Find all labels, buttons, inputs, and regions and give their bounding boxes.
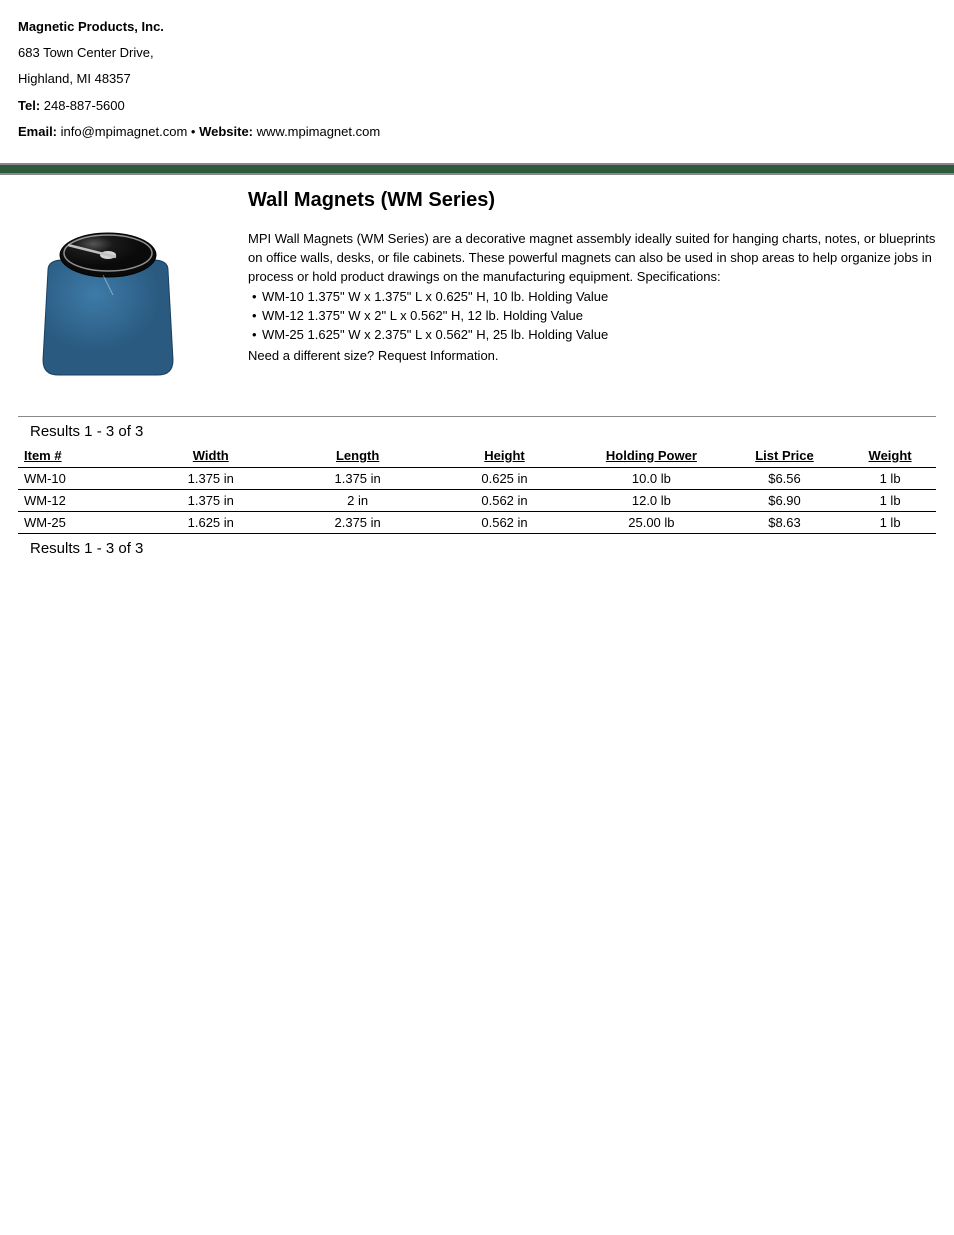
cell-width: 1.375 in: [137, 467, 284, 489]
cell-length: 1.375 in: [284, 467, 431, 489]
tel-line: Tel: 248-887-5600: [18, 97, 936, 115]
spec-list: WM-10 1.375" W x 1.375" L x 0.625" H, 10…: [248, 288, 936, 345]
cell-item: WM-12: [18, 489, 137, 511]
col-holding: Holding Power: [578, 444, 725, 468]
product-description: MPI Wall Magnets (WM Series) are a decor…: [248, 230, 936, 366]
col-width: Width: [137, 444, 284, 468]
cell-weight: 1 lb: [844, 467, 936, 489]
cell-price: $6.90: [725, 489, 844, 511]
cell-weight: 1 lb: [844, 489, 936, 511]
content-area: Wall Magnets (WM Series) MPI Wall Magnet…: [0, 175, 954, 571]
divider: [18, 416, 936, 417]
cell-height: 0.562 in: [431, 511, 578, 533]
products-table: Item # Width Length Height Holding Power…: [18, 444, 936, 534]
cell-price: $6.56: [725, 467, 844, 489]
website-label: Website:: [199, 124, 253, 139]
separator-bar: [0, 163, 954, 175]
cell-item: WM-25: [18, 511, 137, 533]
cell-holding: 12.0 lb: [578, 489, 725, 511]
col-price: List Price: [725, 444, 844, 468]
spec-item: WM-12 1.375" W x 2" L x 0.562" H, 12 lb.…: [248, 307, 936, 326]
spec-item: WM-10 1.375" W x 1.375" L x 0.625" H, 10…: [248, 288, 936, 307]
cell-holding: 25.00 lb: [578, 511, 725, 533]
product-info: Wall Magnets (WM Series) MPI Wall Magnet…: [248, 185, 936, 366]
results-count-top: Results 1 - 3 of 3: [30, 423, 936, 440]
table-row: WM-25 1.625 in 2.375 in 0.562 in 25.00 l…: [18, 511, 936, 533]
separator: •: [187, 124, 199, 139]
desc-text: MPI Wall Magnets (WM Series) are a decor…: [248, 230, 936, 287]
product-title: Wall Magnets (WM Series): [248, 189, 936, 212]
company-header: Magnetic Products, Inc. 683 Town Center …: [0, 0, 954, 159]
col-item: Item #: [18, 444, 137, 468]
cell-length: 2.375 in: [284, 511, 431, 533]
table-header-row: Item # Width Length Height Holding Power…: [18, 444, 936, 468]
cell-height: 0.625 in: [431, 467, 578, 489]
website-value: www.mpimagnet.com: [257, 124, 381, 139]
desc-footer: Need a different size? Request Informati…: [248, 347, 936, 366]
cell-length: 2 in: [284, 489, 431, 511]
cell-height: 0.562 in: [431, 489, 578, 511]
cell-price: $8.63: [725, 511, 844, 533]
contact-line: Email: info@mpimagnet.com • Website: www…: [18, 123, 936, 141]
cell-width: 1.625 in: [137, 511, 284, 533]
cell-width: 1.375 in: [137, 489, 284, 511]
col-weight: Weight: [844, 444, 936, 468]
cell-holding: 10.0 lb: [578, 467, 725, 489]
email-label: Email:: [18, 124, 57, 139]
results-count-bottom: Results 1 - 3 of 3: [30, 540, 936, 557]
email-value: info@mpimagnet.com: [61, 124, 188, 139]
product-section: Wall Magnets (WM Series) MPI Wall Magnet…: [18, 185, 936, 388]
table-row: WM-12 1.375 in 2 in 0.562 in 12.0 lb $6.…: [18, 489, 936, 511]
col-length: Length: [284, 444, 431, 468]
spec-item: WM-25 1.625" W x 2.375" L x 0.562" H, 25…: [248, 326, 936, 345]
col-height: Height: [431, 444, 578, 468]
cell-weight: 1 lb: [844, 511, 936, 533]
address-line-2: Highland, MI 48357: [18, 70, 936, 88]
tel-label: Tel:: [18, 98, 40, 113]
product-image: [18, 185, 228, 388]
company-name: Magnetic Products, Inc.: [18, 18, 936, 36]
tel-value: 248-887-5600: [44, 98, 125, 113]
table-row: WM-10 1.375 in 1.375 in 0.625 in 10.0 lb…: [18, 467, 936, 489]
magnet-icon: [18, 215, 198, 385]
address-line-1: 683 Town Center Drive,: [18, 44, 936, 62]
cell-item: WM-10: [18, 467, 137, 489]
